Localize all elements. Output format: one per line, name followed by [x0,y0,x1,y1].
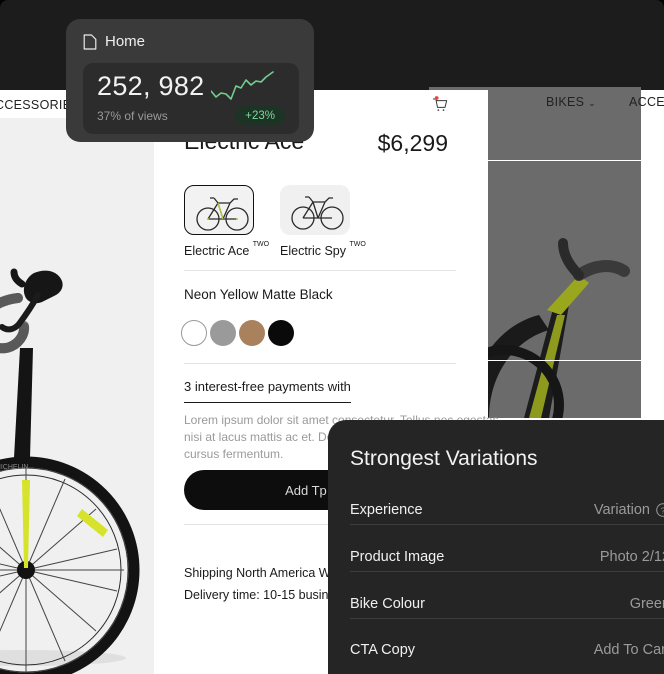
svg-text:MICHELIN: MICHELIN [0,464,28,471]
